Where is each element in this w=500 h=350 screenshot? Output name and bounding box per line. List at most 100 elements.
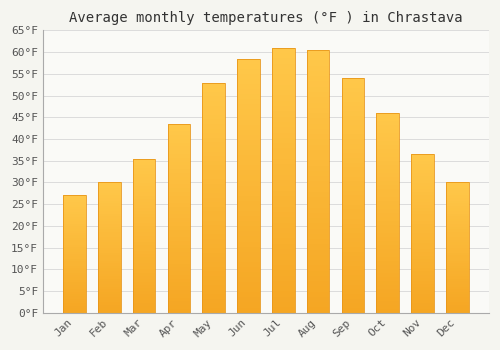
Bar [446,258,468,260]
Bar [411,309,434,313]
Bar [342,92,364,97]
Bar [411,202,434,205]
Bar [446,307,468,310]
Bar [202,280,225,285]
Bar [342,111,364,116]
Bar [168,309,190,313]
Bar [98,232,120,234]
Bar [272,138,294,143]
Bar [63,254,86,256]
Bar [272,281,294,286]
Bar [446,216,468,219]
Bar [446,211,468,213]
Bar [376,301,399,304]
Bar [133,276,156,279]
Bar [237,110,260,114]
Bar [237,94,260,99]
Bar [446,279,468,281]
Bar [168,150,190,154]
Bar [307,134,330,139]
Bar [237,231,260,237]
Bar [168,211,190,215]
Bar [376,289,399,293]
Bar [168,279,190,282]
Bar [202,225,225,230]
Bar [133,270,156,273]
Bar [98,279,120,281]
Bar [133,232,156,236]
Bar [446,274,468,276]
Bar [446,193,468,195]
Bar [307,50,330,313]
Bar [446,284,468,287]
Bar [202,83,225,313]
Bar [446,229,468,232]
Bar [237,308,260,313]
Bar [307,129,330,134]
Bar [133,205,156,208]
Bar [272,223,294,228]
Bar [272,228,294,233]
Bar [376,201,399,205]
Bar [272,101,294,106]
Bar [237,160,260,165]
Bar [342,247,364,252]
Bar [98,206,120,209]
Bar [272,74,294,79]
Bar [342,88,364,92]
Bar [411,272,434,275]
Bar [411,246,434,249]
Bar [272,275,294,281]
Bar [307,292,330,297]
Bar [272,111,294,117]
Bar [168,158,190,162]
Bar [98,193,120,195]
Bar [446,310,468,313]
Bar [202,230,225,235]
Bar [376,217,399,221]
Bar [376,273,399,277]
Bar [272,180,294,186]
Bar [202,138,225,142]
Bar [168,230,190,233]
Bar [376,125,399,129]
Bar [411,224,434,227]
Bar [342,308,364,313]
Bar [168,282,190,286]
Bar [98,195,120,198]
Bar [411,281,434,284]
Bar [237,196,260,201]
Bar [237,186,260,191]
Bar [342,144,364,148]
Bar [272,90,294,96]
Bar [133,239,156,242]
Bar [63,287,86,289]
Bar [63,212,86,214]
Bar [411,221,434,224]
Bar [237,84,260,89]
Bar [63,221,86,224]
Bar [63,205,86,207]
Bar [272,58,294,64]
Bar [202,188,225,193]
Bar [63,235,86,238]
Bar [202,166,225,170]
Bar [237,175,260,181]
Bar [133,248,156,251]
Bar [342,167,364,172]
Bar [342,102,364,106]
Bar [237,206,260,211]
Bar [63,299,86,301]
Bar [342,228,364,233]
Bar [272,117,294,122]
Bar [202,248,225,253]
Bar [411,215,434,218]
Bar [237,155,260,160]
Bar [168,196,190,199]
Bar [342,280,364,285]
Bar [63,252,86,254]
Bar [272,164,294,170]
Bar [446,203,468,206]
Bar [307,71,330,76]
Bar [202,198,225,202]
